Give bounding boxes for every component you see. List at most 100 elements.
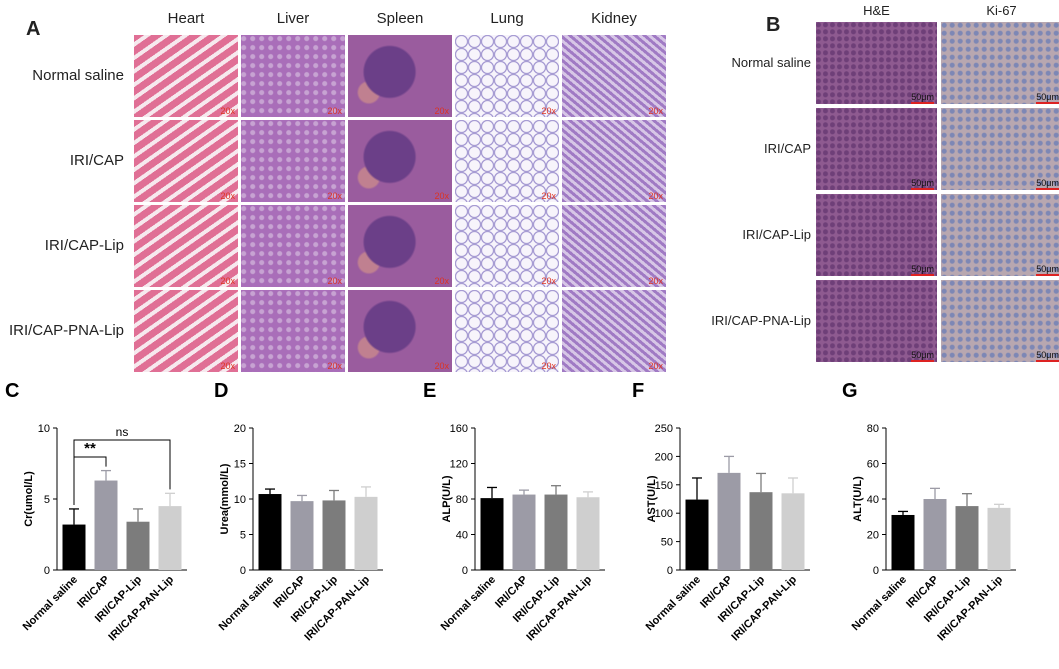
panel-letter-f: F xyxy=(632,380,644,402)
magnification-label: 20x xyxy=(434,106,449,116)
histology-image-kidney: 20x xyxy=(562,205,666,287)
magnification-label: 20x xyxy=(648,361,663,371)
col-header-ki-67: Ki-67 xyxy=(986,3,1017,18)
row-label-iri-cap-lip: IRI/CAP-Lip xyxy=(44,237,124,254)
stain-image-h-e: 50μm xyxy=(816,194,937,276)
row-label-iri-cap-lip: IRI/CAP-Lip xyxy=(742,227,811,242)
bar xyxy=(685,499,709,570)
stain-image-h-e: 50μm xyxy=(816,22,937,104)
significance-bracket xyxy=(73,439,171,505)
panel-letter-g: G xyxy=(842,380,858,402)
bar xyxy=(480,498,504,570)
bar xyxy=(354,496,378,570)
magnification-label: 20x xyxy=(434,276,449,286)
col-header-liver: Liver xyxy=(276,10,310,27)
panel-letter-d: D xyxy=(214,380,228,402)
scale-bar-label: 50μm xyxy=(1036,350,1059,362)
magnification-label: 20x xyxy=(648,106,663,116)
histology-image-spleen: 20x xyxy=(348,205,452,287)
bar xyxy=(512,494,536,570)
magnification-label: 20x xyxy=(327,276,342,286)
y-tick-label: 120 xyxy=(450,459,468,471)
magnification-label: 20x xyxy=(434,361,449,371)
histology-image-kidney: 20x xyxy=(562,290,666,372)
y-tick-label: 0 xyxy=(667,565,673,577)
y-tick-label: 80 xyxy=(867,423,879,435)
bar xyxy=(576,497,600,570)
y-tick-label: 10 xyxy=(38,423,50,435)
y-tick-label: 15 xyxy=(234,459,246,471)
histology-image-lung: 20x xyxy=(455,290,559,372)
histology-image-heart: 20x xyxy=(134,290,238,372)
stain-image-h-e: 50μm xyxy=(816,280,937,362)
col-header-heart: Heart xyxy=(167,10,205,27)
histology-image-liver: 20x xyxy=(241,35,345,117)
bar xyxy=(749,492,773,570)
bar xyxy=(781,493,805,570)
significance-label: ns xyxy=(116,425,129,439)
y-tick-label: 0 xyxy=(240,565,246,577)
y-tick-label: 0 xyxy=(44,565,50,577)
bar xyxy=(258,494,282,570)
magnification-label: 20x xyxy=(327,106,342,116)
histology-image-spleen: 20x xyxy=(348,35,452,117)
histology-image-heart: 20x xyxy=(134,205,238,287)
histology-image-heart: 20x xyxy=(134,35,238,117)
row-label-iri-cap-pna-lip: IRI/CAP-PNA-Lip xyxy=(711,313,811,328)
histology-image-spleen: 20x xyxy=(348,290,452,372)
x-tick-label: Normal saline xyxy=(21,574,80,633)
magnification-label: 20x xyxy=(220,191,235,201)
y-tick-label: 100 xyxy=(655,508,673,520)
bar xyxy=(987,507,1011,570)
histology-image-lung: 20x xyxy=(455,35,559,117)
bar xyxy=(290,501,314,570)
row-label-iri-cap: IRI/CAP xyxy=(764,141,811,156)
magnification-label: 20x xyxy=(648,276,663,286)
stain-image-ki-67: 50μm xyxy=(941,280,1059,362)
col-header-h-e: H&E xyxy=(863,3,890,18)
histology-image-spleen: 20x xyxy=(348,120,452,202)
stain-image-ki-67: 50μm xyxy=(941,22,1059,104)
col-header-spleen: Spleen xyxy=(376,10,424,27)
y-tick-label: 50 xyxy=(661,537,673,549)
magnification-label: 20x xyxy=(220,361,235,371)
x-tick-label: Normal saline xyxy=(439,574,498,633)
histology-image-liver: 20x xyxy=(241,120,345,202)
col-header-kidney: Kidney xyxy=(591,10,637,27)
panel-letter-c: C xyxy=(5,380,19,402)
y-tick-label: 20 xyxy=(867,530,879,542)
y-tick-label: 60 xyxy=(867,459,879,471)
row-label-normal-saline: Normal saline xyxy=(32,67,124,84)
y-tick-label: 40 xyxy=(867,494,879,506)
magnification-label: 20x xyxy=(541,276,556,286)
y-axis-label: ALP(U/L) xyxy=(441,475,453,522)
y-axis-label: AST(U/L) xyxy=(646,475,658,522)
y-tick-label: 160 xyxy=(450,423,468,435)
magnification-label: 20x xyxy=(220,276,235,286)
y-tick-label: 5 xyxy=(44,494,50,506)
magnification-label: 20x xyxy=(648,191,663,201)
magnification-label: 20x xyxy=(327,361,342,371)
magnification-label: 20x xyxy=(541,361,556,371)
bar xyxy=(544,494,568,570)
row-label-iri-cap: IRI/CAP xyxy=(69,152,124,169)
magnification-label: 20x xyxy=(220,106,235,116)
x-tick-label: Normal saline xyxy=(217,574,276,633)
bar xyxy=(62,524,86,570)
y-tick-label: 80 xyxy=(456,494,468,506)
y-axis-label: Cr(umol/L) xyxy=(23,471,35,527)
scale-bar-label: 50μm xyxy=(911,92,934,104)
histology-image-heart: 20x xyxy=(134,120,238,202)
bar xyxy=(126,521,150,570)
scale-bar-label: 50μm xyxy=(1036,178,1059,190)
histology-image-liver: 20x xyxy=(241,205,345,287)
scale-bar-label: 50μm xyxy=(911,178,934,190)
histology-image-lung: 20x xyxy=(455,205,559,287)
histology-image-lung: 20x xyxy=(455,120,559,202)
bar xyxy=(94,480,118,570)
y-tick-label: 20 xyxy=(234,423,246,435)
